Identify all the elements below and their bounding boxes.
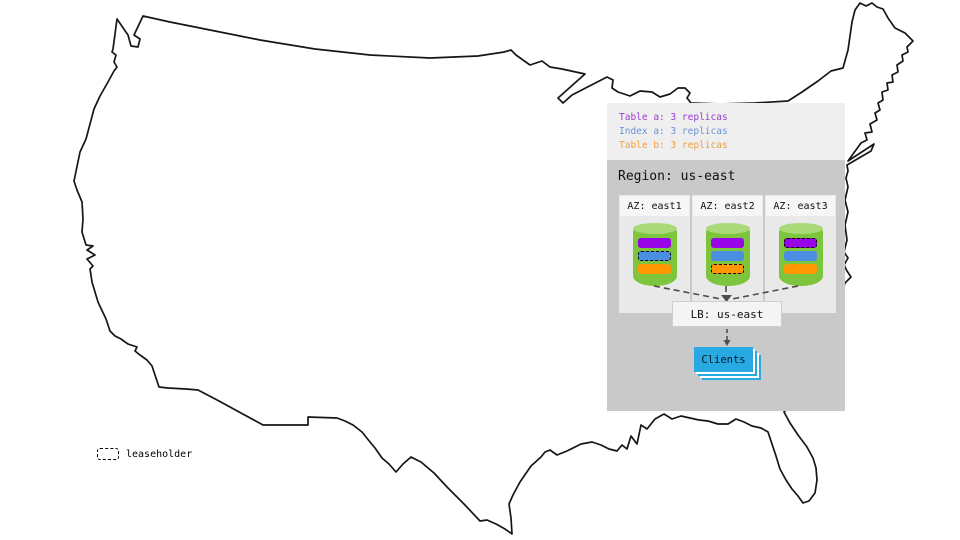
table-b-replica [711, 264, 744, 274]
replica-legend: Table a: 3 replicas Index a: 3 replicas … [607, 103, 845, 160]
leaseholder-legend-label: leaseholder [126, 448, 193, 460]
index-a-replica [638, 251, 671, 261]
database-node-cylinder [778, 223, 823, 286]
leaseholder-legend: leaseholder [97, 448, 192, 460]
table-b-replica [638, 264, 671, 274]
az-east3-label: AZ: east3 [766, 196, 835, 216]
region-title: Region: us-east [618, 169, 736, 184]
cylinder-top [705, 223, 750, 234]
region-topology-panel: Table a: 3 replicas Index a: 3 replicas … [607, 103, 845, 411]
az-row: AZ: east1 AZ: east2 [619, 195, 836, 313]
az-east2-label: AZ: east2 [693, 196, 762, 216]
clients-box: Clients [694, 347, 753, 372]
legend-table-a: Table a: 3 replicas [619, 112, 728, 123]
load-balancer-box: LB: us-east [672, 301, 782, 327]
legend-table-b: Table b: 3 replicas [619, 140, 728, 151]
cylinder-top [778, 223, 823, 234]
region-container: Region: us-east AZ: east1 AZ: east2 [607, 160, 845, 411]
az-east3: AZ: east3 [765, 195, 836, 313]
table-a-replica [711, 238, 744, 248]
replica-bars [633, 238, 677, 274]
index-a-replica [711, 251, 744, 261]
index-a-replica [784, 251, 817, 261]
table-b-replica [784, 264, 817, 274]
replica-bars [779, 238, 823, 274]
legend-index-a: Index a: 3 replicas [619, 126, 728, 137]
database-node-cylinder [632, 223, 677, 286]
table-a-replica [784, 238, 817, 248]
leaseholder-swatch-icon [97, 448, 119, 460]
az-east1-label: AZ: east1 [620, 196, 689, 216]
table-a-replica [638, 238, 671, 248]
replica-bars [706, 238, 750, 274]
database-node-cylinder [705, 223, 750, 286]
az-east1: AZ: east1 [619, 195, 690, 313]
us-border-path [73, 2, 914, 535]
cylinder-top [632, 223, 677, 234]
az-east2: AZ: east2 [692, 195, 763, 313]
